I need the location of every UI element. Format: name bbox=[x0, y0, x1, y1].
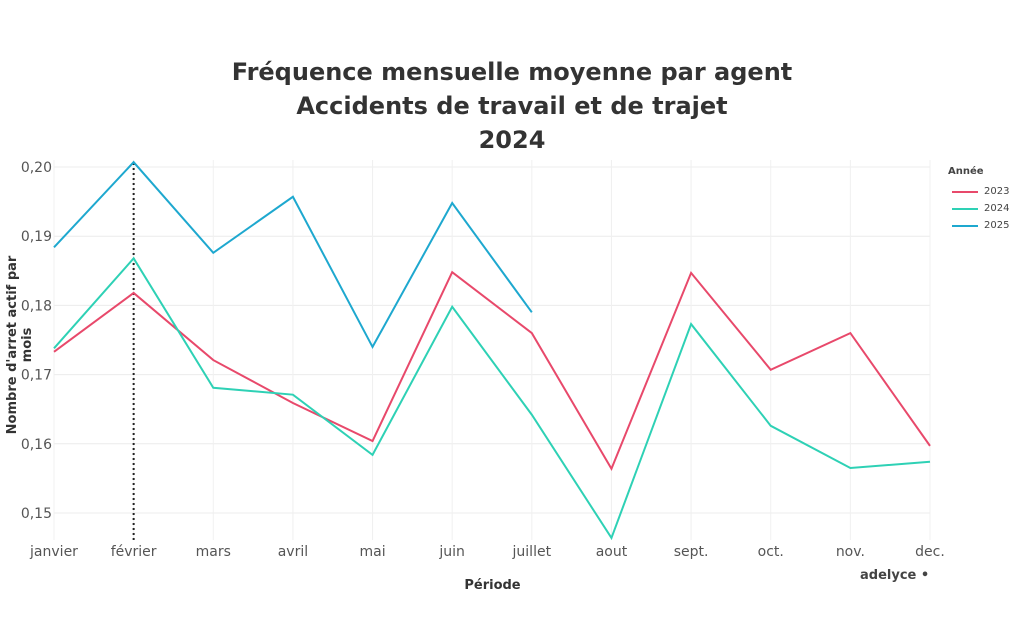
y-tick-label: 0,20 bbox=[21, 160, 52, 176]
x-tick-label: février bbox=[111, 544, 157, 560]
y-axis-label: Nombre d'arret actif par mois bbox=[5, 255, 35, 435]
legend: Année 2023 2024 2025 bbox=[948, 166, 1009, 234]
chart-title-line-2: Accidents de travail et de trajet bbox=[296, 92, 728, 120]
legend-label: 2023 bbox=[984, 186, 1010, 197]
x-tick-label: juillet bbox=[512, 544, 552, 560]
x-tick-label: sept. bbox=[674, 544, 709, 560]
x-tick-label: oct. bbox=[758, 544, 784, 560]
y-tick-label: 0,16 bbox=[21, 437, 52, 453]
chart-title-line-1: Fréquence mensuelle moyenne par agent bbox=[231, 58, 793, 86]
x-tick-label: aout bbox=[596, 544, 628, 560]
legend-swatch bbox=[952, 190, 978, 193]
x-axis-label: Période bbox=[464, 578, 521, 593]
x-tick-label: mars bbox=[196, 544, 231, 560]
y-tick-label: 0,18 bbox=[21, 298, 52, 314]
x-tick-label: janvier bbox=[29, 544, 78, 560]
x-tick-label: avril bbox=[278, 544, 308, 560]
x-tick-label: dec. bbox=[915, 544, 945, 560]
series-line-2023[interactable] bbox=[53, 270, 931, 471]
y-tick-label: 0,15 bbox=[21, 506, 52, 522]
legend-item-2024[interactable]: 2024 bbox=[948, 200, 1009, 217]
chart-title-line-3: 2024 bbox=[478, 126, 546, 154]
legend-title: Année bbox=[948, 166, 984, 177]
x-tick-label: juin bbox=[438, 544, 465, 560]
x-tick-label: nov. bbox=[836, 544, 865, 560]
brand-logo: adelyce • bbox=[860, 568, 930, 583]
legend-swatch bbox=[952, 207, 978, 210]
x-tick-label: mai bbox=[359, 544, 385, 560]
y-tick-label: 0,19 bbox=[21, 229, 52, 245]
legend-item-2025[interactable]: 2025 bbox=[948, 217, 1009, 234]
y-tick-label: 0,17 bbox=[21, 368, 52, 384]
series-line-2025[interactable] bbox=[53, 160, 533, 350]
legend-item-2023[interactable]: 2023 bbox=[948, 183, 1009, 200]
legend-label: 2025 bbox=[984, 220, 1010, 231]
legend-label: 2024 bbox=[984, 203, 1010, 214]
legend-swatch bbox=[952, 224, 978, 227]
series-line-2024[interactable] bbox=[53, 256, 931, 541]
